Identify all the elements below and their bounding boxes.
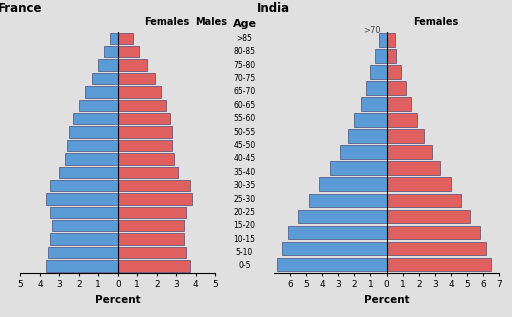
Text: 10-15: 10-15: [233, 235, 255, 244]
Text: 5-10: 5-10: [236, 248, 253, 257]
Bar: [309, 193, 387, 207]
Bar: [282, 242, 387, 256]
Text: 60-65: 60-65: [233, 101, 255, 110]
Bar: [65, 153, 118, 165]
Bar: [79, 100, 118, 111]
Bar: [118, 46, 139, 57]
Bar: [277, 258, 387, 271]
Bar: [59, 166, 118, 178]
Text: 0-5: 0-5: [238, 262, 251, 270]
Bar: [69, 126, 118, 138]
Bar: [46, 193, 118, 205]
X-axis label: Percent: Percent: [364, 295, 410, 305]
Bar: [50, 233, 118, 245]
Text: 35-40: 35-40: [233, 168, 255, 177]
Bar: [387, 210, 470, 223]
Bar: [118, 33, 133, 44]
Bar: [93, 73, 118, 84]
Text: 50-55: 50-55: [233, 127, 255, 137]
Bar: [118, 100, 166, 111]
Bar: [387, 258, 491, 271]
Text: Males: Males: [195, 17, 227, 27]
Bar: [387, 49, 396, 63]
Bar: [387, 97, 411, 111]
Bar: [340, 145, 387, 159]
Bar: [118, 220, 184, 231]
Text: Age: Age: [232, 19, 257, 29]
Bar: [348, 129, 387, 143]
Text: Females: Females: [414, 17, 459, 27]
Bar: [118, 60, 147, 71]
Text: 70-75: 70-75: [233, 74, 255, 83]
Text: >70: >70: [364, 26, 381, 36]
Bar: [387, 193, 461, 207]
Text: 75-80: 75-80: [233, 61, 255, 70]
Bar: [375, 49, 387, 63]
Bar: [319, 178, 387, 191]
Bar: [366, 81, 387, 95]
Bar: [118, 233, 184, 245]
Text: 20-25: 20-25: [233, 208, 255, 217]
Bar: [361, 97, 387, 111]
Bar: [118, 207, 186, 218]
Bar: [110, 33, 118, 44]
Text: 65-70: 65-70: [233, 87, 255, 96]
Text: India: India: [258, 2, 290, 15]
Bar: [104, 46, 118, 57]
Bar: [288, 226, 387, 239]
Bar: [330, 161, 387, 175]
Bar: [387, 113, 417, 127]
Bar: [387, 226, 480, 239]
Text: 30-35: 30-35: [233, 181, 255, 190]
Text: 55-60: 55-60: [233, 114, 255, 123]
Bar: [298, 210, 387, 223]
Bar: [387, 161, 440, 175]
Bar: [118, 180, 190, 191]
Bar: [67, 140, 118, 151]
Bar: [371, 65, 387, 79]
Bar: [98, 60, 118, 71]
Text: Females: Females: [144, 17, 189, 27]
Bar: [50, 207, 118, 218]
Bar: [387, 129, 423, 143]
Bar: [387, 33, 395, 47]
Text: 45-50: 45-50: [233, 141, 255, 150]
Bar: [118, 140, 172, 151]
Bar: [50, 180, 118, 191]
Text: 25-30: 25-30: [233, 195, 255, 204]
X-axis label: Percent: Percent: [95, 295, 141, 305]
Bar: [118, 260, 190, 272]
Bar: [378, 33, 387, 47]
Text: >85: >85: [237, 34, 252, 43]
Bar: [118, 86, 161, 98]
Text: 40-45: 40-45: [233, 154, 255, 163]
Text: 80-85: 80-85: [233, 47, 255, 56]
Bar: [354, 113, 387, 127]
Bar: [118, 153, 174, 165]
Bar: [118, 247, 186, 258]
Bar: [52, 220, 118, 231]
Bar: [46, 260, 118, 272]
Bar: [118, 166, 178, 178]
Bar: [387, 178, 451, 191]
Text: France: France: [0, 2, 42, 15]
Bar: [387, 81, 406, 95]
Bar: [48, 247, 118, 258]
Bar: [84, 86, 118, 98]
Bar: [118, 126, 172, 138]
Bar: [118, 73, 155, 84]
Bar: [387, 145, 432, 159]
Bar: [118, 113, 170, 124]
Bar: [118, 193, 191, 205]
Bar: [387, 65, 401, 79]
Bar: [387, 242, 486, 256]
Text: 15-20: 15-20: [233, 221, 255, 230]
Bar: [73, 113, 118, 124]
